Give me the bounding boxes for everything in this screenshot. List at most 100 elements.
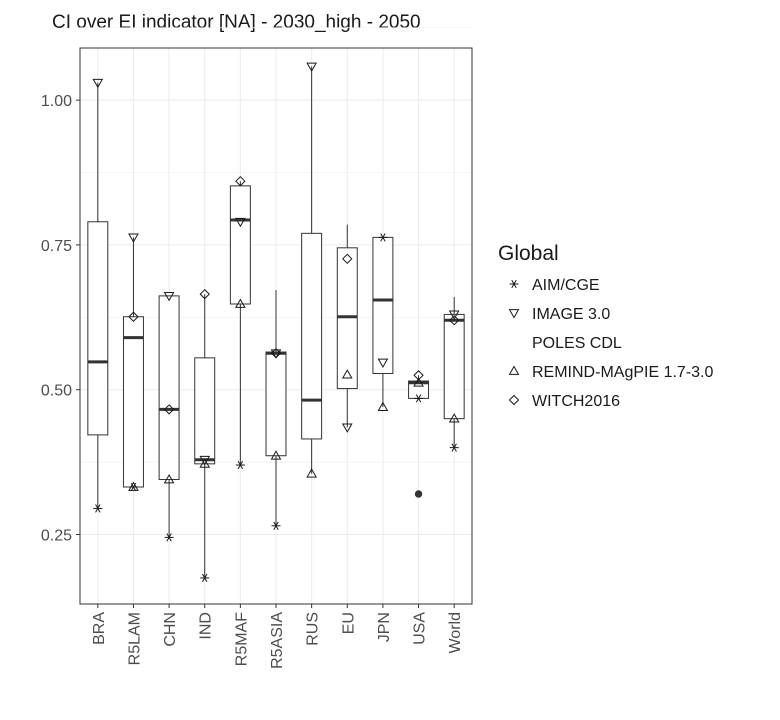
box-body — [122, 316, 144, 488]
legend-label: IMAGE 3.0 — [532, 306, 610, 323]
x-tick-label: R5ASIA — [269, 612, 286, 669]
point-image-3-0 — [128, 233, 139, 243]
point-remind-magpie-1-7-3-0 — [163, 473, 175, 484]
plot-area — [79, 27, 473, 605]
y-axis: 0.25 0.50 0.75 1.00 — [41, 93, 80, 545]
chart-title: CI over EI indicator [NA] - 2030_high - … — [52, 12, 421, 33]
legend-label: AIM/CGE — [532, 277, 600, 294]
asterisk-stroke — [166, 533, 172, 542]
box-body — [443, 313, 465, 420]
point-aim-cge — [93, 504, 103, 513]
point-witch2016 — [270, 348, 282, 359]
point-image-3-0 — [341, 423, 353, 433]
asterisk-icon — [509, 279, 519, 289]
point-outlier — [414, 490, 423, 498]
point-witch2016 — [163, 404, 175, 415]
y-tick-label: 0.25 — [41, 528, 72, 545]
legend-item: AIM/CGE — [509, 277, 600, 294]
asterisk-stroke — [202, 573, 208, 583]
point-remind-magpie-1-7-3-0 — [128, 481, 139, 491]
point-witch2016 — [128, 311, 139, 322]
box-ind — [194, 294, 216, 578]
point-aim-cge — [235, 460, 245, 470]
x-axis: BRA R5LAM CHN IND R5MAF R5ASIA RUS EU JPN USA Worl… — [91, 604, 464, 669]
x-tick-label: RUS — [305, 612, 322, 646]
point-remind-magpie-1-7-3-0 — [235, 298, 246, 308]
legend-item: IMAGE 3.0 — [508, 306, 610, 323]
x-tick-label: World — [447, 612, 464, 654]
triangle-up-icon — [508, 365, 520, 375]
box-bra — [87, 82, 109, 509]
x-tick-label: BRA — [91, 612, 108, 645]
point-aim-cge — [164, 533, 174, 542]
x-tick-label: IND — [198, 612, 215, 640]
diamond-icon — [508, 394, 520, 406]
legend-label: REMIND-MAgPIE 1.7-3.0 — [532, 364, 713, 381]
point-witch2016 — [342, 253, 353, 265]
point-image-3-0 — [448, 310, 460, 320]
point-remind-magpie-1-7-3-0 — [448, 413, 460, 423]
asterisk-stroke — [237, 460, 244, 470]
box-body — [87, 221, 109, 436]
box-body — [158, 295, 180, 480]
point-image-3-0 — [199, 455, 211, 466]
asterisk-stroke — [273, 521, 279, 530]
legend-label: POLES CDL — [532, 335, 622, 352]
point-remind-magpie-1-7-3-0 — [306, 468, 317, 478]
box-body — [265, 351, 287, 457]
y-tick-label: 1.00 — [41, 93, 72, 110]
x-tick-label: R5LAM — [126, 612, 143, 665]
box-body — [301, 232, 323, 440]
point-witch2016 — [235, 176, 246, 187]
x-tick-label: JPN — [376, 612, 393, 642]
box-r5asia — [265, 290, 287, 526]
point-aim-cge — [378, 233, 388, 242]
model-points — [92, 62, 460, 583]
point-remind-magpie-1-7-3-0 — [341, 369, 353, 379]
x-tick-label: R5MAF — [233, 612, 250, 666]
box-series — [87, 66, 465, 578]
legend-label: WITCH2016 — [532, 393, 620, 410]
point-image-3-0 — [270, 349, 282, 359]
point-image-3-0 — [377, 358, 389, 368]
asterisk-stroke — [415, 394, 422, 403]
point-remind-magpie-1-7-3-0 — [377, 401, 389, 411]
point-aim-cge — [414, 394, 424, 403]
box-body — [194, 357, 216, 465]
box-r5maf — [229, 181, 251, 465]
legend-title: Global — [498, 242, 559, 265]
box-r5lam — [122, 237, 144, 488]
asterisk-stroke — [511, 279, 517, 289]
legend-items: AIM/CGE IMAGE 3.0 POLES CDL REMIND-MAgPIE 1… — [508, 277, 713, 410]
x-tick-label: CHN — [162, 612, 179, 647]
box-chn — [158, 295, 180, 538]
point-remind-magpie-1-7-3-0 — [199, 458, 211, 468]
point-remind-magpie-1-7-3-0 — [270, 450, 282, 460]
point-witch2016 — [448, 315, 460, 326]
box-rus — [301, 66, 323, 474]
legend-item: REMIND-MAgPIE 1.7-3.0 — [508, 364, 713, 381]
point-image-3-0 — [163, 292, 175, 302]
box-jpn — [372, 236, 394, 408]
triangle-down-icon — [508, 309, 520, 319]
y-tick-label: 0.50 — [41, 383, 72, 400]
x-tick-label: EU — [340, 612, 357, 634]
point-aim-cge — [449, 443, 459, 452]
asterisk-stroke — [95, 504, 101, 513]
box-eu — [336, 224, 358, 428]
point-witch2016 — [199, 288, 210, 300]
asterisk-stroke — [451, 443, 457, 452]
legend: Global AIM/CGE IMAGE 3.0 POLES CDL REMIND-M… — [498, 242, 713, 410]
point-witch2016 — [413, 370, 424, 381]
asterisk-stroke — [380, 233, 386, 242]
box-world — [443, 297, 465, 448]
point-remind-magpie-1-7-3-0 — [413, 377, 424, 387]
box-body — [372, 236, 394, 374]
y-tick-label: 0.75 — [41, 238, 72, 255]
point-aim-cge — [271, 521, 281, 530]
point-aim-cge — [200, 573, 210, 583]
legend-item: POLES CDL — [532, 335, 622, 352]
x-tick-label: USA — [412, 612, 429, 645]
point-image-3-0 — [235, 217, 246, 228]
